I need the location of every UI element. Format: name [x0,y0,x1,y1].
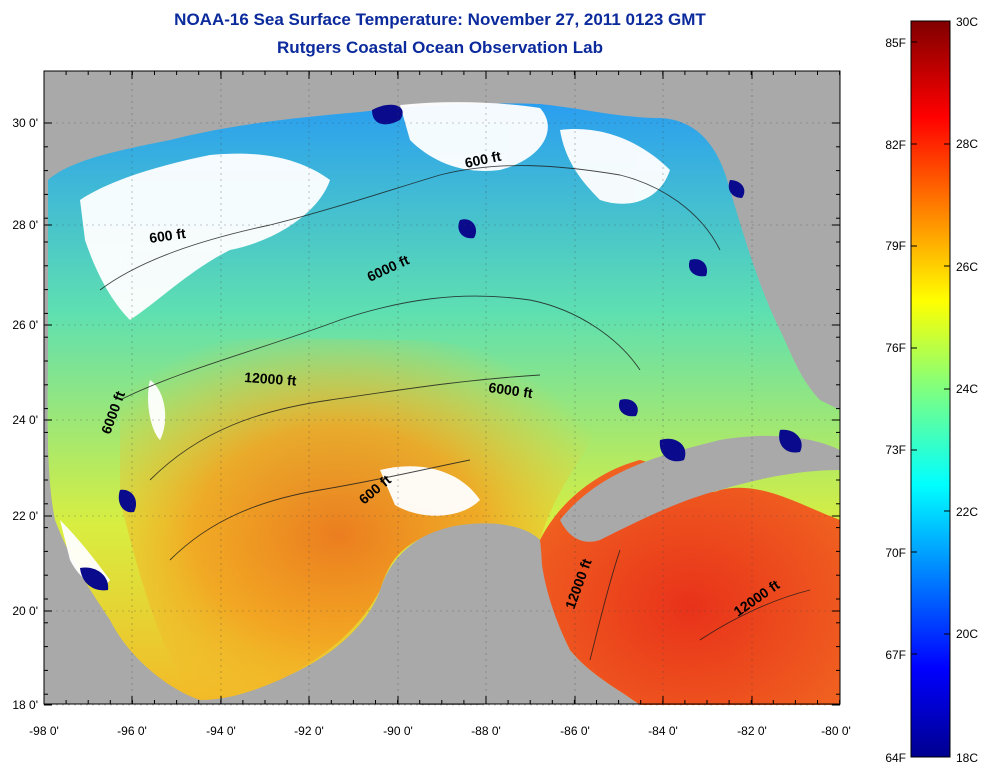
lat-label: 20 0' [12,604,38,618]
colorbar-c-label: 24C [956,382,978,396]
lat-tick-labels: 30 0' 28 0' 26 0' 24 0' 22 0' 20 0' 18 0… [12,116,38,712]
lon-label: -80 0' [821,724,851,738]
map-title: NOAA-16 Sea Surface Temperature: Novembe… [174,10,706,29]
colorbar-c-label: 18C [956,751,978,765]
warm-region [120,338,605,696]
contour-label: 600 ft [463,148,502,171]
colorbar-c-label: 26C [956,260,978,274]
colorbar-c-label: 30C [956,15,978,29]
colorbar-c-label: 22C [956,505,978,519]
lon-label: -94 0' [206,724,236,738]
colorbar-ticks [911,20,950,758]
lon-tick-labels: -98 0' -96 0' -94 0' -92 0' -90 0' -88 0… [29,724,851,738]
cold-patches [80,104,802,591]
bathymetry-contours [99,165,811,661]
yucatan-land [380,523,542,705]
colorbar-f-labels: 85F 82F 79F 76F 73F 70F 67F 64F [885,36,906,765]
lat-label: 24 0' [12,413,38,427]
cloud-cover [60,102,670,587]
contour-label: 6000 ft [488,379,534,401]
lon-label: -88 0' [471,724,501,738]
lat-label: 28 0' [12,218,38,232]
colorbar-c-label: 28C [956,137,978,151]
colorbar-f-label: 85F [885,36,906,50]
lon-label: -90 0' [383,724,413,738]
colorbar-f-label: 70F [885,546,906,560]
lon-label: -84 0' [648,724,678,738]
colorbar-f-label: 76F [885,341,906,355]
lat-lon-grid [43,71,841,706]
contour-label: 12000 ft [244,369,297,389]
lon-label: -82 0' [737,724,767,738]
colorbar-f-label: 82F [885,138,906,152]
lon-label: -98 0' [29,724,59,738]
florida-land [769,71,840,390]
colorbar-c-labels: 30C 28C 26C 24C 22C 20C 18C [956,15,978,765]
lat-label: 18 0' [12,698,38,712]
lon-label: -96 0' [117,724,147,738]
cuba-land [560,435,840,542]
lon-label: -92 0' [294,724,324,738]
axis-ticks [43,71,841,706]
colorbar-f-label: 64F [885,751,906,765]
colorbar-c-label: 20C [956,627,978,641]
lon-label: -86 0' [560,724,590,738]
map-subtitle: Rutgers Coastal Ocean Observation Lab [277,38,603,57]
lat-label: 26 0' [12,318,38,332]
us-gulf-coast-land [44,71,770,172]
colorbar-f-label: 67F [885,648,906,662]
lat-label: 22 0' [12,509,38,523]
contour-label: 600 ft [148,225,187,246]
colorbar-f-label: 73F [885,443,906,457]
lat-label: 30 0' [12,116,38,130]
colorbar-f-label: 79F [885,239,906,253]
